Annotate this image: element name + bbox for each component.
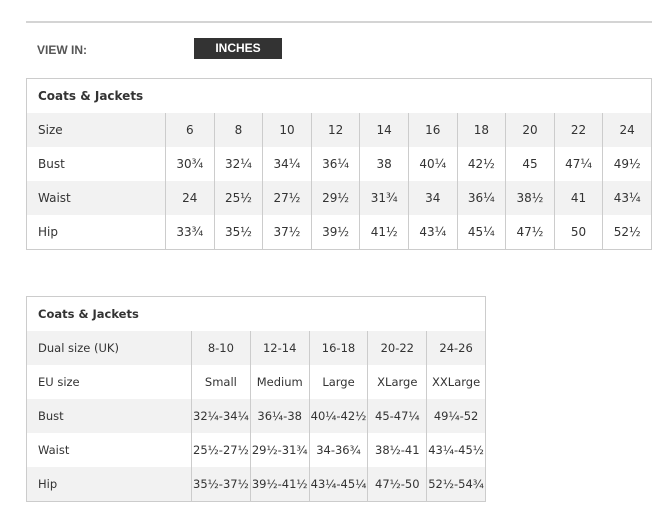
table-cell: 32¼-34¼ <box>191 399 251 433</box>
inches-button[interactable]: INCHES <box>194 38 282 59</box>
table-cell: 12 <box>310 113 360 147</box>
table-cell: Small <box>191 365 251 399</box>
size-table-dual: Coats & Jackets Dual size (UK) 8-10 12-14 16… <box>26 296 486 502</box>
table-cell: 8 <box>213 113 263 147</box>
table-cell: 43¼-45¼ <box>308 467 368 502</box>
table-cell: 20-22 <box>367 331 427 365</box>
table-title: Coats & Jackets <box>38 89 144 103</box>
table-cell: 37½ <box>262 215 312 250</box>
table-cell: 38½-41 <box>367 433 427 467</box>
table-cell: 24-26 <box>426 331 486 365</box>
table-cell: 45¼ <box>456 215 506 250</box>
table-cell: 27½ <box>262 181 312 215</box>
table-row: Bust 30¾ 32¼ 34¼ 36¼ 38 40¼ 42½ 45 47¼ 49½ <box>27 147 652 181</box>
table-cell: 40¼-42½ <box>308 399 368 433</box>
row-label: Size <box>26 113 166 147</box>
table-cell: 35½-37½ <box>191 467 251 502</box>
table-cell: 10 <box>262 113 312 147</box>
table-cell: 36¼ <box>456 181 506 215</box>
table-cell: 20 <box>505 113 555 147</box>
table-cell: 16 <box>407 113 458 147</box>
table-cell: 50 <box>553 215 603 250</box>
row-label: Waist <box>38 443 70 457</box>
table-cell: 31¾ <box>359 181 409 215</box>
table-cell: 25½ <box>213 181 263 215</box>
table-row: Waist 25½-27½ 29½-31¾ 34-36¾ 38½-41 43¼-45½ <box>27 433 486 467</box>
table-cell: 34 <box>407 181 458 215</box>
table-cell: 43¼-45½ <box>426 433 486 467</box>
table-cell: 42½ <box>456 147 506 181</box>
table-cell: 49½ <box>602 147 652 181</box>
table-cell: 47¼ <box>553 147 603 181</box>
table-row: Bust 32¼-34¼ 36¼-38 40¼-42½ 45-47¼ 49¼-52 <box>26 399 486 433</box>
table-cell: 6 <box>165 113 215 147</box>
table-cell: 34-36¾ <box>308 433 368 467</box>
table-cell: 41½ <box>359 215 409 250</box>
table-cell: 45 <box>505 147 555 181</box>
table-cell: 47½-50 <box>367 467 427 502</box>
table-cell: Large <box>308 365 368 399</box>
view-in-label: VIEW IN: <box>37 43 87 57</box>
table-cell: 40¼ <box>407 147 458 181</box>
table-cell: 39½-41½ <box>249 467 310 502</box>
table-cell: 47½ <box>505 215 555 250</box>
table-cell: 43¼ <box>602 181 652 215</box>
table-row: EU size Small Medium Large XLarge XXLarge <box>27 365 486 399</box>
row-label: Bust <box>26 399 192 433</box>
table-cell: XLarge <box>367 365 427 399</box>
table-cell: 38½ <box>505 181 555 215</box>
table-row: Hip 35½-37½ 39½-41½ 43¼-45¼ 47½-50 52½-54¾ <box>26 467 486 502</box>
row-label: Hip <box>26 467 192 502</box>
table-cell: 33¾ <box>165 215 215 250</box>
table-cell: 18 <box>456 113 506 147</box>
table-cell: 24 <box>602 113 652 147</box>
table-row: Dual size (UK) 8-10 12-14 16-18 20-22 24-26 <box>26 331 486 365</box>
row-label: Dual size (UK) <box>26 331 192 365</box>
table-cell: 24 <box>165 181 215 215</box>
table-cell: 36¼ <box>310 147 360 181</box>
table-cell: 25½-27½ <box>191 433 251 467</box>
table-cell: 52½ <box>602 215 652 250</box>
table-cell: 34¼ <box>262 147 312 181</box>
row-label: Waist <box>26 181 166 215</box>
table-cell: XXLarge <box>426 365 486 399</box>
table-cell: 16-18 <box>308 331 368 365</box>
row-label: EU size <box>38 375 80 389</box>
table-cell: 30¾ <box>165 147 215 181</box>
table-cell: 32¼ <box>213 147 263 181</box>
table-cell: 22 <box>553 113 603 147</box>
table-cell: 52½-54¾ <box>426 467 486 502</box>
table-row: Hip 33¾ 35½ 37½ 39½ 41½ 43¼ 45¼ 47½ 50 52½ <box>27 215 652 250</box>
table-cell: 36¼-38 <box>249 399 310 433</box>
table-cell: 29½ <box>310 181 360 215</box>
table-cell: 38 <box>359 147 409 181</box>
row-label: Bust <box>38 157 65 171</box>
table-cell: 41 <box>553 181 603 215</box>
table-cell: 39½ <box>310 215 360 250</box>
table-cell: 49¼-52 <box>426 399 486 433</box>
table-row: Waist 24 25½ 27½ 29½ 31¾ 34 36¼ 38½ 41 43¼ <box>26 181 652 215</box>
table-cell: Medium <box>249 365 310 399</box>
table-cell: 43¼ <box>407 215 458 250</box>
table-cell: 45-47¼ <box>367 399 427 433</box>
table-cell: 12-14 <box>249 331 310 365</box>
divider <box>26 21 652 23</box>
table-row: Size 6 8 10 12 14 16 18 20 22 24 <box>26 113 652 147</box>
size-table-uk: Coats & Jackets Size 6 8 10 12 14 16 18 20 22 24 Bus… <box>26 78 652 250</box>
table-title: Coats & Jackets <box>38 307 139 321</box>
table-cell: 14 <box>359 113 409 147</box>
table-cell: 29½-31¾ <box>249 433 310 467</box>
row-label: Hip <box>38 225 58 239</box>
table-cell: 8-10 <box>191 331 251 365</box>
table-cell: 35½ <box>213 215 263 250</box>
